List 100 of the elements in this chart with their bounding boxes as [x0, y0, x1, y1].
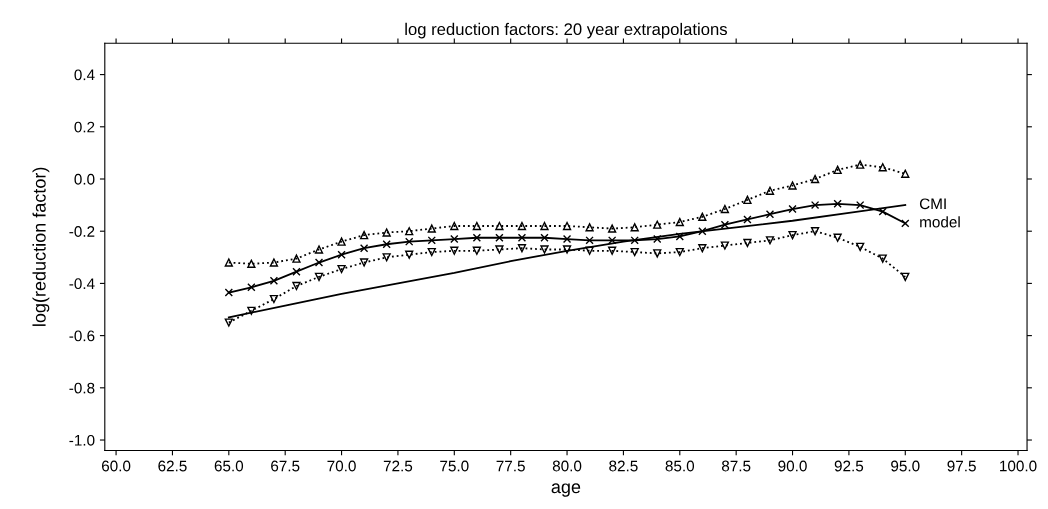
point: [856, 242, 865, 252]
x-tick-label: 97.5: [947, 460, 976, 472]
y-tick-label: 0.0: [74, 173, 95, 185]
point: [292, 254, 301, 263]
point: [337, 250, 346, 259]
point: [607, 224, 617, 233]
point: [653, 249, 662, 258]
point: [517, 233, 527, 242]
point: [495, 221, 504, 231]
y-tick-label: -0.4: [69, 278, 95, 290]
point: [359, 230, 369, 240]
point: [833, 165, 842, 175]
x-tick-label: 80.0: [552, 460, 582, 472]
point: [314, 245, 324, 254]
point: [382, 228, 391, 237]
y-tick-label: -0.2: [69, 226, 95, 237]
point: [337, 237, 346, 246]
x-tick-label: 87.5: [721, 460, 751, 472]
point: [247, 306, 256, 315]
point: [472, 221, 482, 231]
point: [833, 199, 842, 208]
point: [337, 264, 346, 274]
point: [607, 246, 617, 255]
point: [540, 245, 549, 254]
point: [720, 220, 730, 229]
x-tick-label: 62.5: [158, 460, 187, 472]
point: [698, 244, 707, 253]
point: [788, 181, 797, 190]
x-tick-label: 82.5: [609, 460, 638, 472]
point: [675, 217, 684, 227]
x-tick-label: 72.5: [383, 460, 413, 472]
y-tick-label: -0.6: [69, 330, 95, 342]
point: [630, 247, 639, 257]
point: [901, 272, 910, 282]
point: [495, 233, 504, 242]
point: [247, 259, 256, 268]
point: [495, 245, 504, 254]
point: [359, 258, 369, 267]
y-tick-label: -1.0: [69, 434, 95, 446]
x-tick-label: 75.0: [440, 460, 469, 472]
point: [472, 233, 482, 242]
point: [314, 258, 324, 267]
x-tick-label: 67.5: [271, 460, 300, 472]
point: [540, 221, 549, 231]
point: [314, 272, 324, 282]
point: [427, 224, 436, 233]
point: [765, 236, 775, 245]
x-tick-label: 92.5: [834, 460, 864, 472]
point: [856, 200, 865, 210]
x-axis-title: age: [551, 483, 581, 497]
point: [810, 200, 820, 210]
point: [653, 220, 662, 229]
y-tick-label: 0.2: [74, 121, 95, 133]
point: [810, 174, 820, 184]
point: [878, 163, 887, 172]
point: [269, 258, 279, 267]
point: [878, 207, 887, 216]
point: [720, 204, 730, 214]
x-tick-label: 60.0: [101, 460, 131, 472]
point: [450, 246, 459, 255]
point: [675, 247, 684, 257]
point: [450, 234, 459, 244]
point: [585, 236, 594, 245]
point: [562, 245, 572, 254]
y-axis-title: log(reduction factor): [32, 167, 50, 326]
point: [562, 221, 572, 231]
point: [405, 250, 414, 259]
point: [743, 195, 752, 205]
point: [427, 236, 436, 245]
point: [765, 186, 775, 195]
point: [788, 230, 797, 240]
x-tick-label: 95.0: [891, 460, 920, 472]
x-tick-label: 90.0: [778, 460, 807, 472]
point: [585, 223, 594, 232]
point: [675, 232, 684, 241]
point: [607, 236, 617, 245]
point: [630, 223, 639, 232]
point: [247, 283, 256, 292]
point: [382, 240, 391, 249]
x-tick-label: 100.0: [1000, 460, 1037, 472]
y-tick-label: -0.8: [69, 382, 95, 394]
point: [224, 258, 233, 267]
point: [901, 169, 910, 178]
point: [405, 237, 414, 246]
x-tick-label: 65.0: [214, 460, 244, 472]
point: [382, 253, 391, 262]
point: [359, 244, 369, 253]
point: [427, 247, 436, 257]
point: [698, 212, 707, 222]
point: [788, 204, 797, 214]
point: [810, 227, 820, 236]
point: [630, 236, 639, 245]
point: [517, 244, 527, 253]
point: [405, 227, 414, 236]
point: [292, 267, 301, 276]
point: [878, 254, 887, 263]
chart-title: log reduction factors: 20 year extrapolations: [405, 22, 727, 39]
point: [765, 210, 775, 219]
point: [720, 241, 730, 250]
point: [269, 276, 279, 285]
